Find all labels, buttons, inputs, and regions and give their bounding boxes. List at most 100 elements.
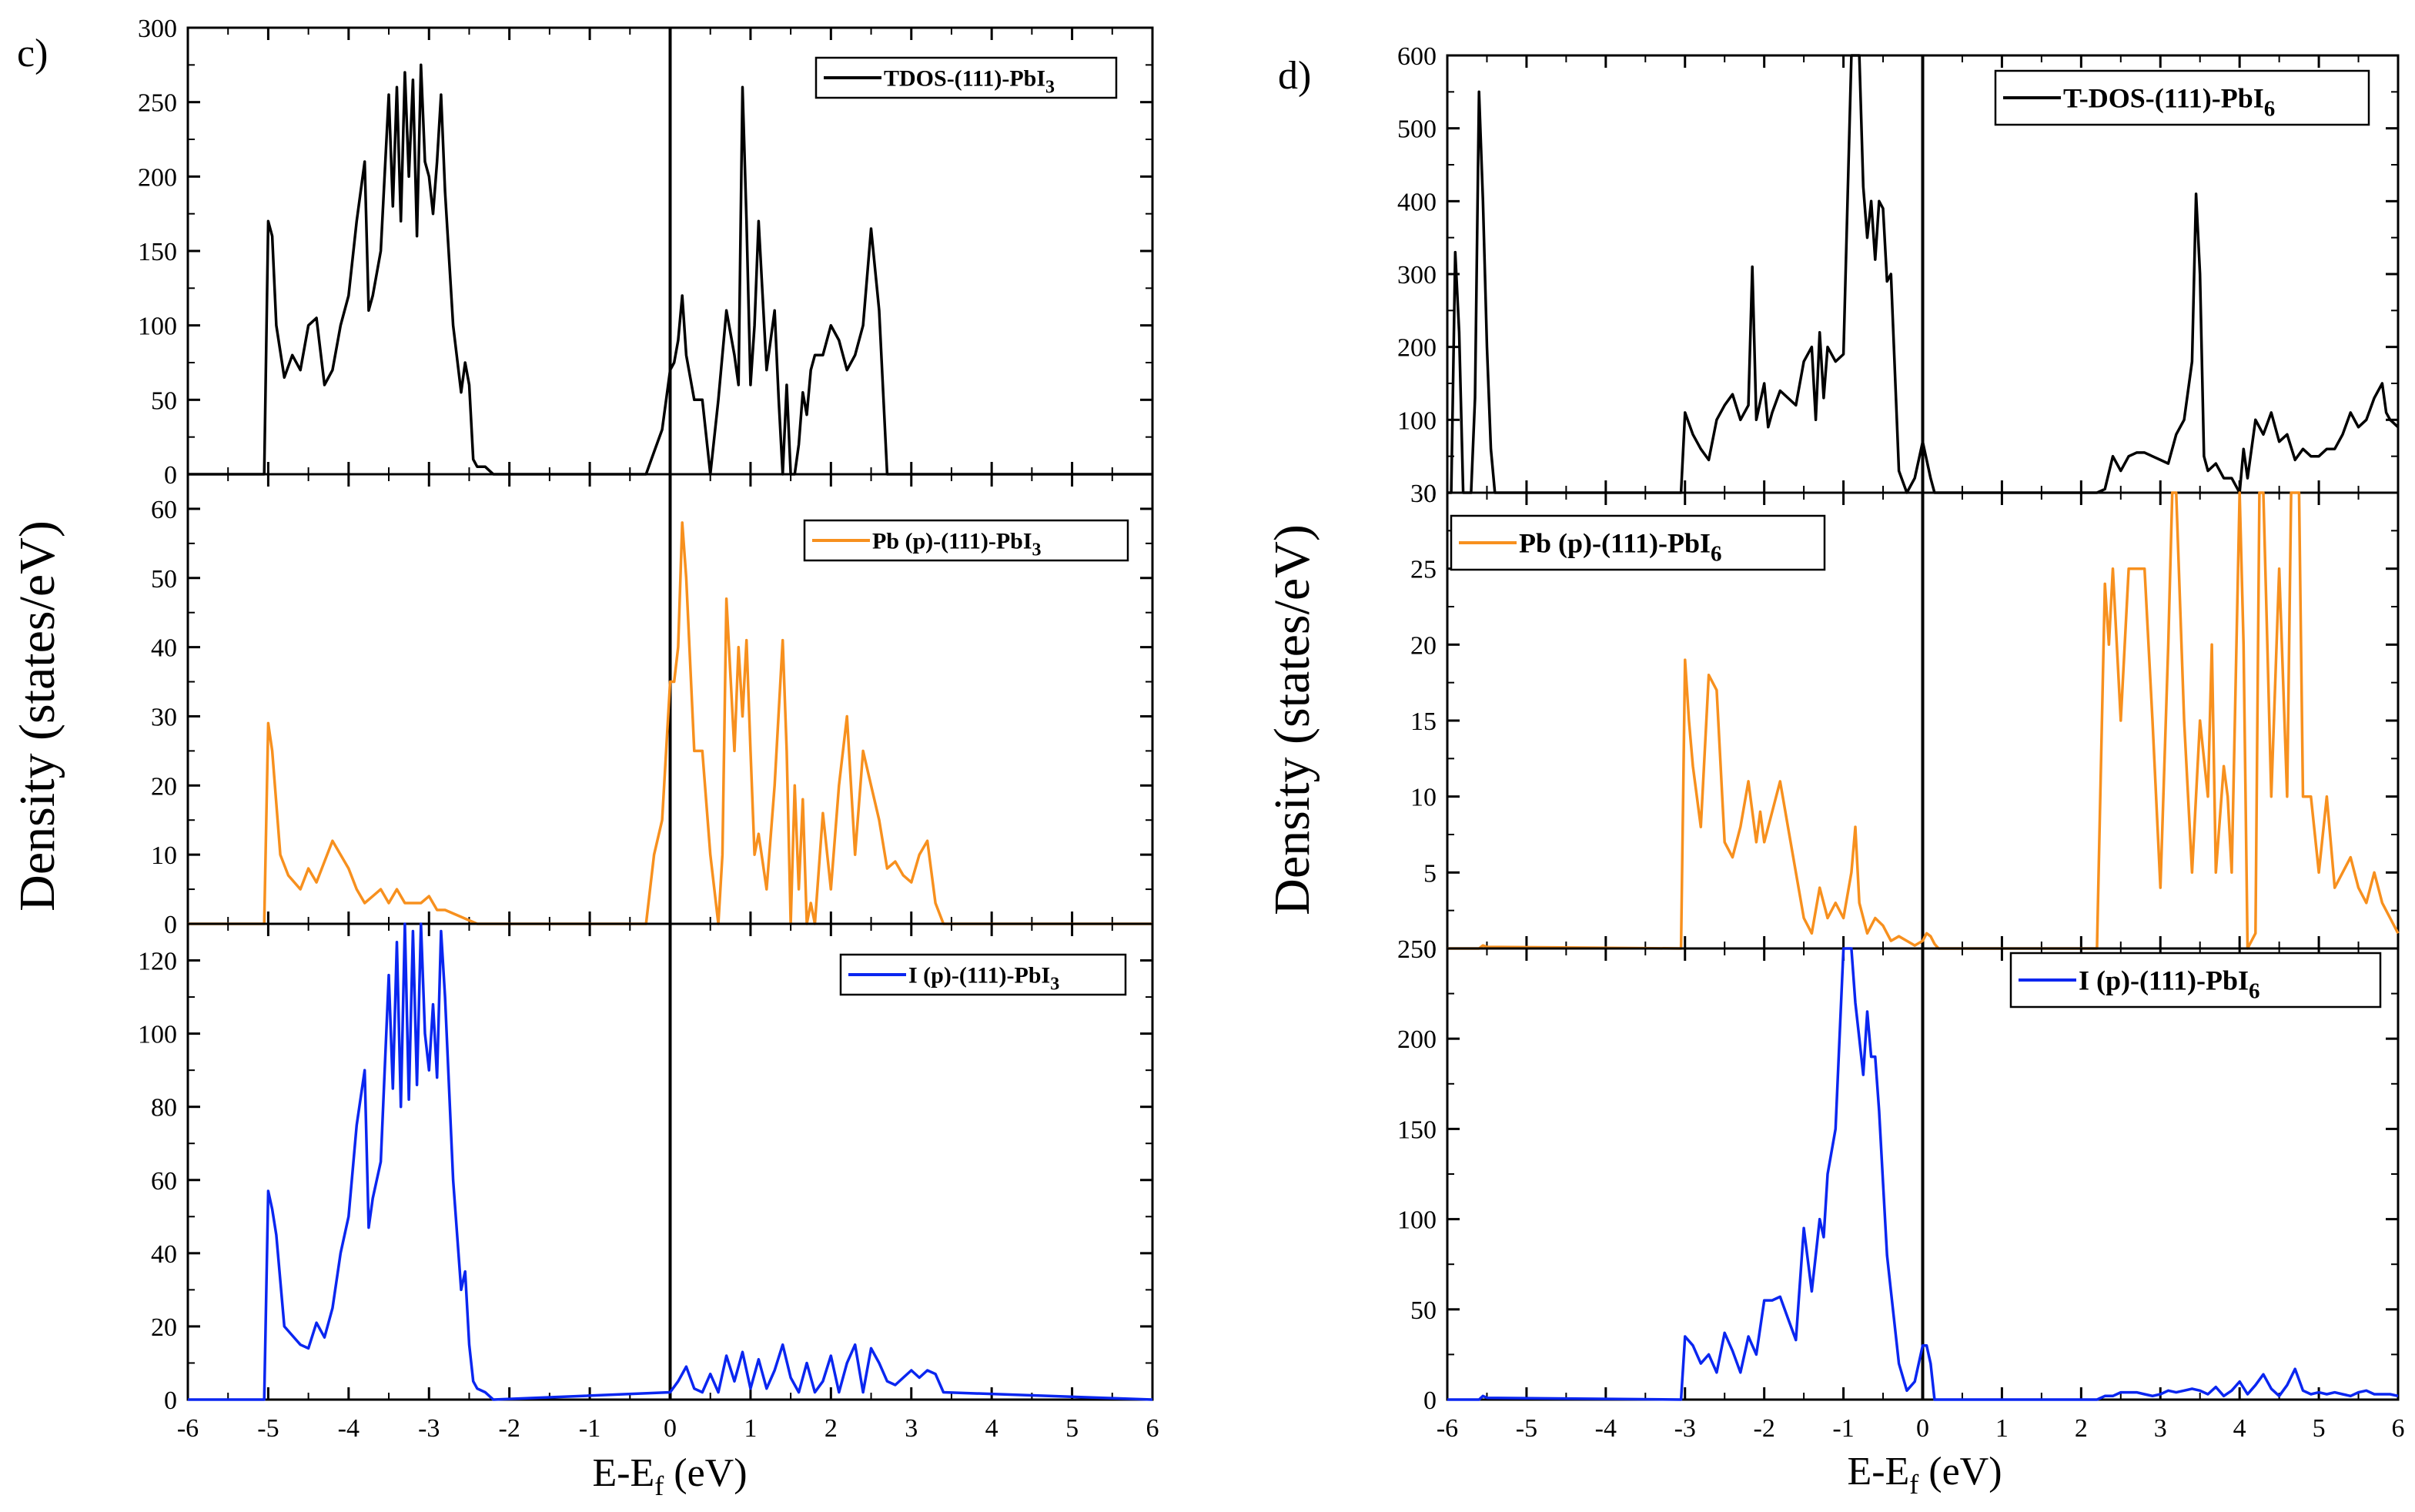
y-tick-label: 0 (1423, 480, 1437, 508)
legend-label-main: TDOS-(111)-PbI (884, 66, 1045, 92)
y-tick-label: 150 (1397, 1116, 1437, 1144)
x-axis-label-right: E-Ef (eV) (1847, 1450, 2002, 1500)
legend-label-sub: 6 (1711, 542, 1722, 567)
x-tick-label: -6 (177, 1414, 199, 1443)
legend-label-sub: 3 (1032, 540, 1042, 560)
y-tick-label: 200 (138, 163, 177, 192)
y-tick-label: 100 (1397, 1206, 1437, 1235)
y-tick-label: 100 (138, 313, 177, 341)
y-tick-label: 250 (1397, 935, 1437, 964)
x-tick-label: 6 (1146, 1414, 1159, 1443)
legend-label-main: Pb (p)-(111)-PbI (1519, 528, 1711, 559)
y-tick-label: 150 (138, 238, 177, 266)
y-tick-label: 0 (1423, 1387, 1437, 1415)
series-line (188, 922, 1153, 1401)
x-axis-label-left: E-Ef (eV) (592, 1451, 747, 1501)
panel-label-c: c) (17, 32, 48, 75)
y-tick-label: 400 (1397, 188, 1437, 216)
y-tick-label: 60 (151, 496, 177, 524)
x-tick-label: -2 (499, 1414, 520, 1443)
subplot-0-1: 0 10 20 30 40 50 60 Pb (p)-(111)-PbI3 (151, 473, 1154, 939)
y-tick-label: 0 (1423, 935, 1437, 964)
subplot-1-1: 0 5 10 15 20 25 30 Pb (p)-(111)-PbI6 (1410, 480, 2400, 964)
x-tick-label: 0 (1916, 1414, 1929, 1443)
series-line (188, 63, 1152, 476)
x-label-main: E-E (592, 1451, 654, 1495)
y-tick-label: 15 (1410, 707, 1437, 736)
legend: T-DOS-(111)-PbI6 (1994, 69, 2370, 126)
y-tick-label: 300 (138, 15, 177, 43)
x-tick-label: -3 (1674, 1414, 1696, 1443)
x-tick-label: 3 (905, 1414, 918, 1443)
legend-label-main: I (p)-(111)-PbI (908, 963, 1050, 988)
legend: TDOS-(111)-PbI3 (814, 56, 1118, 99)
legend-label: Pb (p)-(111)-PbI3 (872, 529, 1042, 560)
legend: I (p)-(111)-PbI3 (839, 953, 1127, 996)
x-tick-label: 6 (2392, 1414, 2405, 1443)
y-tick-label: 40 (151, 634, 177, 663)
y-tick-label: 0 (164, 461, 177, 490)
x-label-unit: (eV) (664, 1451, 747, 1495)
x-tick-label: -4 (1595, 1414, 1617, 1443)
y-tick-label: 5 (1423, 859, 1437, 888)
legend-label: I (p)-(111)-PbI6 (2079, 965, 2260, 1004)
x-tick-label: 3 (2154, 1414, 2167, 1443)
series-line (1447, 491, 2400, 950)
legend-label-sub: 3 (1050, 975, 1059, 995)
y-tick-label: 100 (1397, 406, 1437, 435)
legend: Pb (p)-(111)-PbI6 (1450, 514, 1826, 571)
y-tick-label: 30 (151, 703, 177, 731)
legend: Pb (p)-(111)-PbI3 (803, 519, 1129, 562)
y-tick-label: 40 (151, 1240, 177, 1269)
subplot-1-2: -6 -5 -4 -3 -2 -1 0 1 2 3 4 5 6 0 50 100 150 200 250 I (p)-… (1397, 935, 2405, 1443)
y-axis-label-left: Density (states/eV) (9, 520, 65, 912)
subplot-0-0: 0 50 100 150 200 250 300 TDOS-(111)-PbI3 (138, 15, 1154, 490)
x-tick-label: -1 (1832, 1414, 1854, 1443)
x-tick-label: 4 (2233, 1414, 2246, 1443)
x-tick-label: 2 (2075, 1414, 2088, 1443)
x-tick-label: 4 (985, 1414, 998, 1443)
x-tick-label: -6 (1437, 1414, 1458, 1443)
x-label-unit: (eV) (1918, 1450, 2002, 1494)
y-tick-label: 250 (138, 89, 177, 118)
legend-label: Pb (p)-(111)-PbI6 (1519, 528, 1722, 567)
x-tick-label: 5 (1065, 1414, 1079, 1443)
x-tick-label: 1 (744, 1414, 757, 1443)
series-line (188, 521, 1152, 925)
legend-label-sub: 6 (2249, 979, 2260, 1004)
y-tick-label: 0 (164, 1387, 177, 1415)
y-tick-label: 10 (151, 841, 177, 870)
legend-label-sub: 6 (2264, 97, 2276, 122)
x-label-main: E-E (1847, 1450, 1909, 1494)
x-tick-label: -5 (257, 1414, 279, 1443)
y-tick-label: 60 (151, 1167, 177, 1196)
y-tick-label: 10 (1410, 784, 1437, 812)
y-tick-label: 200 (1397, 334, 1437, 363)
legend-label-sub: 3 (1045, 78, 1055, 98)
x-tick-label: 2 (825, 1414, 838, 1443)
legend-label: T-DOS-(111)-PbI6 (2063, 83, 2275, 122)
y-tick-label: 120 (138, 948, 177, 976)
y-tick-label: 500 (1397, 115, 1437, 144)
x-label-sub: f (1909, 1469, 1918, 1500)
y-tick-label: 20 (151, 772, 177, 801)
x-tick-label: -4 (338, 1414, 360, 1443)
x-tick-label: -5 (1516, 1414, 1537, 1443)
x-tick-label: -3 (418, 1414, 440, 1443)
series-line (1447, 947, 2399, 1401)
legend: I (p)-(111)-PbI6 (2009, 952, 2382, 1009)
x-label-sub: f (654, 1470, 664, 1501)
y-axis-label-right: Density (states/eV) (1264, 524, 1320, 915)
y-tick-label: 0 (164, 911, 177, 939)
y-tick-label: 300 (1397, 261, 1437, 289)
y-tick-label: 50 (1410, 1296, 1437, 1325)
x-tick-label: 5 (2313, 1414, 2326, 1443)
panel-label-d: d) (1278, 54, 1311, 98)
x-tick-label: -1 (579, 1414, 600, 1443)
x-tick-label: 0 (664, 1414, 677, 1443)
legend-label: I (p)-(111)-PbI3 (908, 963, 1059, 995)
y-tick-label: 80 (151, 1094, 177, 1122)
legend-label-main: T-DOS-(111)-PbI (2063, 83, 2264, 114)
